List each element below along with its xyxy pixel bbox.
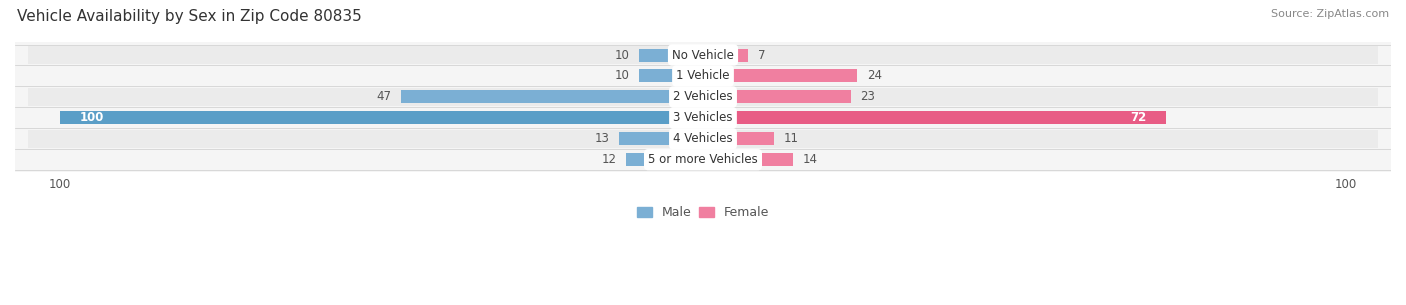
Text: 23: 23 bbox=[860, 90, 876, 103]
Bar bbox=[703, 132, 773, 145]
Bar bbox=[638, 48, 703, 62]
Bar bbox=[28, 46, 1378, 64]
Text: 10: 10 bbox=[614, 48, 628, 62]
Text: 3 Vehicles: 3 Vehicles bbox=[673, 111, 733, 124]
Text: 13: 13 bbox=[595, 132, 610, 145]
Text: 5 or more Vehicles: 5 or more Vehicles bbox=[648, 153, 758, 166]
Bar bbox=[28, 130, 1378, 148]
Bar bbox=[638, 70, 703, 82]
Bar bbox=[703, 153, 793, 166]
Text: 14: 14 bbox=[803, 153, 818, 166]
Text: 1 Vehicle: 1 Vehicle bbox=[676, 70, 730, 82]
Text: Vehicle Availability by Sex in Zip Code 80835: Vehicle Availability by Sex in Zip Code … bbox=[17, 9, 361, 24]
Text: 10: 10 bbox=[614, 70, 628, 82]
Text: 2 Vehicles: 2 Vehicles bbox=[673, 90, 733, 103]
Bar bbox=[60, 111, 703, 124]
Legend: Male, Female: Male, Female bbox=[631, 201, 775, 224]
Bar bbox=[28, 88, 1378, 106]
Bar bbox=[620, 132, 703, 145]
Bar bbox=[28, 67, 1378, 85]
Text: Source: ZipAtlas.com: Source: ZipAtlas.com bbox=[1271, 9, 1389, 19]
Bar bbox=[703, 70, 858, 82]
Text: 7: 7 bbox=[758, 48, 765, 62]
Bar bbox=[626, 153, 703, 166]
Text: 11: 11 bbox=[783, 132, 799, 145]
Text: 72: 72 bbox=[1130, 111, 1147, 124]
Text: 47: 47 bbox=[377, 90, 391, 103]
Bar bbox=[28, 151, 1378, 169]
Bar bbox=[703, 111, 1166, 124]
Text: 12: 12 bbox=[602, 153, 616, 166]
Bar bbox=[703, 48, 748, 62]
Text: 100: 100 bbox=[79, 111, 104, 124]
Bar bbox=[703, 90, 851, 103]
Text: 4 Vehicles: 4 Vehicles bbox=[673, 132, 733, 145]
Bar bbox=[28, 109, 1378, 127]
Text: 24: 24 bbox=[868, 70, 882, 82]
Bar bbox=[401, 90, 703, 103]
Text: No Vehicle: No Vehicle bbox=[672, 48, 734, 62]
